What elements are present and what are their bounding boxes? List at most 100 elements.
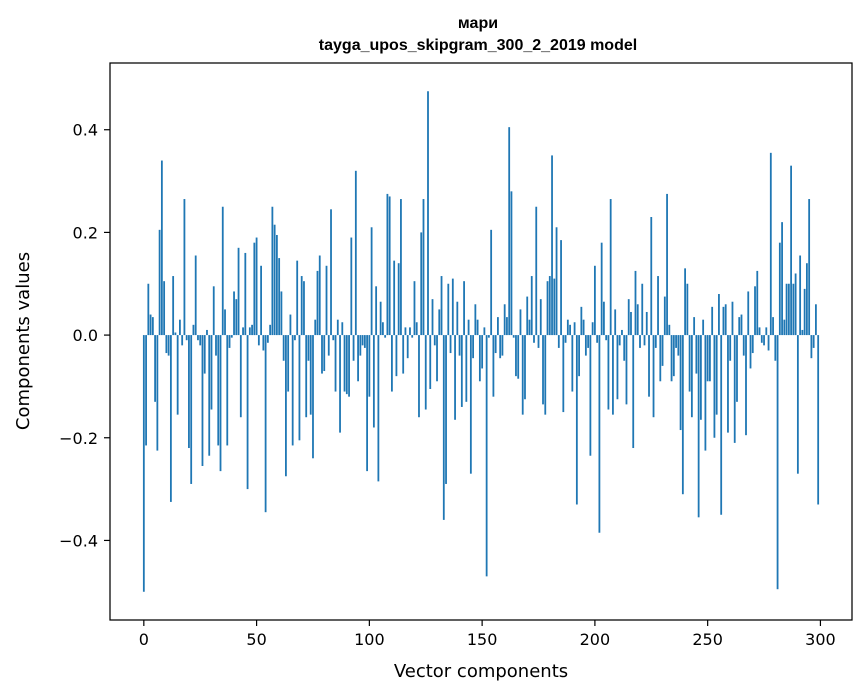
- bar-33: [217, 335, 220, 446]
- bar-195: [582, 319, 585, 336]
- bar-18: [183, 199, 186, 336]
- bar-111: [393, 260, 396, 336]
- bar-218: [634, 270, 637, 336]
- bar-10: [165, 335, 168, 354]
- bar-165: [515, 335, 517, 377]
- bar-26: [201, 335, 204, 466]
- bar-220: [639, 335, 641, 348]
- bar-177: [542, 335, 544, 405]
- bar-293: [803, 288, 806, 336]
- chart-subtitle: tayga_upos_skipgram_300_2_2019 model: [319, 37, 637, 54]
- bar-24: [197, 335, 199, 341]
- bar-204: [603, 301, 605, 336]
- bar-16: [179, 319, 181, 336]
- bar-96: [359, 335, 362, 356]
- bar-55: [266, 335, 269, 343]
- bar-244: [693, 317, 696, 336]
- bar-181: [551, 155, 553, 336]
- bar-243: [690, 335, 693, 418]
- bar-268: [747, 291, 750, 336]
- bar-249: [704, 335, 707, 451]
- bar-108: [386, 193, 389, 336]
- bar-116: [404, 327, 407, 336]
- bar-155: [492, 335, 495, 397]
- bar-3: [149, 314, 152, 336]
- bar-216: [630, 311, 632, 336]
- bar-241: [686, 283, 689, 336]
- bar-78: [318, 255, 321, 336]
- bar-206: [607, 335, 610, 410]
- bar-292: [801, 329, 804, 336]
- bar-242: [688, 335, 691, 392]
- bar-34: [219, 335, 222, 472]
- bar-280: [774, 335, 777, 361]
- bar-238: [679, 335, 682, 431]
- bar-196: [584, 335, 587, 356]
- bar-256: [720, 335, 723, 515]
- bar-158: [499, 335, 502, 359]
- bar-144: [467, 319, 470, 336]
- bar-77: [316, 270, 319, 336]
- bar-252: [711, 306, 714, 336]
- bar-106: [381, 322, 384, 336]
- bar-180: [548, 276, 551, 336]
- bar-75: [312, 335, 314, 459]
- bar-69: [298, 335, 301, 441]
- bar-164: [512, 335, 515, 338]
- bar-228: [657, 276, 659, 336]
- bar-221: [641, 283, 644, 336]
- bar-76: [314, 319, 317, 336]
- bar-151: [483, 327, 486, 336]
- bar-286: [787, 283, 790, 336]
- bar-269: [749, 335, 752, 369]
- bar-28: [206, 329, 208, 336]
- bar-283: [781, 222, 783, 336]
- bar-50: [255, 237, 258, 336]
- bar-64: [287, 335, 290, 392]
- bar-104: [377, 335, 380, 482]
- bar-290: [796, 335, 799, 474]
- bar-41: [235, 299, 238, 336]
- bar-119: [411, 335, 414, 338]
- bar-275: [763, 335, 765, 346]
- bar-17: [181, 335, 184, 346]
- bar-79: [321, 335, 323, 374]
- bar-265: [740, 314, 743, 336]
- bar-52: [260, 265, 262, 336]
- bar-210: [616, 335, 619, 400]
- bar-135: [447, 283, 450, 336]
- bar-62: [282, 335, 285, 361]
- bar-189: [569, 324, 571, 336]
- bar-153: [487, 335, 490, 338]
- bar-2: [147, 283, 150, 336]
- bar-103: [375, 286, 378, 336]
- bar-224: [648, 335, 650, 397]
- bar-5: [154, 335, 156, 402]
- bar-68: [296, 260, 299, 336]
- bar-183: [555, 227, 558, 336]
- bar-203: [600, 242, 603, 336]
- bar-23: [194, 255, 197, 336]
- bar-29: [208, 335, 211, 456]
- bar-185: [560, 240, 562, 336]
- bar-83: [330, 209, 332, 336]
- bar-215: [627, 299, 630, 336]
- bar-278: [769, 152, 772, 336]
- bar-56: [269, 324, 272, 336]
- bar-235: [672, 335, 675, 377]
- bar-298: [815, 304, 817, 336]
- bar-214: [625, 335, 628, 405]
- bar-176: [539, 299, 542, 336]
- bar-192: [575, 335, 578, 505]
- bar-267: [745, 335, 747, 436]
- bar-169: [524, 335, 526, 400]
- bar-36: [224, 309, 226, 336]
- bar-157: [497, 317, 499, 336]
- x-axis-ticks: 0 50 100 150 200 250 300: [139, 620, 836, 649]
- bar-296: [810, 335, 813, 359]
- bar-297: [812, 335, 815, 348]
- y-tick-label: −0.2: [59, 429, 98, 448]
- bar-274: [760, 335, 763, 343]
- bar-89: [343, 335, 346, 392]
